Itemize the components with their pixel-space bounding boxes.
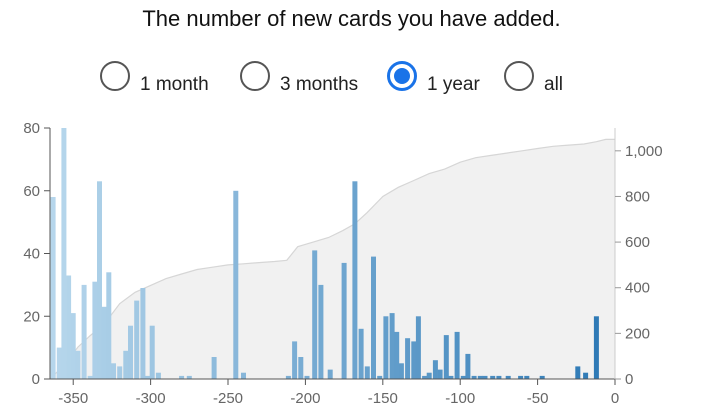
bar <box>140 288 146 379</box>
bar <box>312 250 318 379</box>
bar <box>285 375 291 379</box>
bar <box>186 375 192 379</box>
bar <box>426 372 432 379</box>
y2-tick-label: 600 <box>625 234 650 251</box>
bar <box>111 363 116 379</box>
bar <box>443 335 449 379</box>
x-tick-label: -200 <box>290 390 320 407</box>
bar <box>477 375 483 379</box>
bar <box>50 197 56 379</box>
bar <box>149 325 155 379</box>
bar <box>490 375 496 379</box>
bar <box>583 372 589 379</box>
bar <box>298 357 304 379</box>
bar <box>66 275 72 379</box>
y2-tick-label: 200 <box>625 325 650 342</box>
radio-circle-icon <box>387 61 417 91</box>
bar <box>415 316 421 380</box>
bar <box>233 190 239 380</box>
bar <box>465 353 471 379</box>
bar <box>482 375 488 379</box>
bar <box>505 375 511 379</box>
y2-tick-label: 800 <box>625 188 650 205</box>
bar <box>383 316 389 380</box>
bar <box>364 366 370 379</box>
bar <box>304 375 310 379</box>
bar-layer <box>50 128 599 380</box>
radio-label: 1 year <box>427 74 480 95</box>
bar <box>211 357 217 379</box>
radio-circle-icon <box>240 61 270 91</box>
x-tick-label: -100 <box>445 390 475 407</box>
bar <box>394 331 400 379</box>
bar <box>460 375 466 379</box>
bar <box>496 375 502 379</box>
x-tick-label: 0 <box>611 390 619 407</box>
bar <box>145 375 150 379</box>
bar <box>389 313 395 379</box>
chart-title: The number of new cards you have added. <box>142 6 561 31</box>
radio-label: 1 month <box>140 74 209 95</box>
y-tick-label: 40 <box>23 246 40 263</box>
bar <box>134 300 140 379</box>
bar <box>179 375 185 379</box>
bar <box>155 372 161 379</box>
bar <box>123 350 129 379</box>
y-tick-label: 60 <box>23 183 40 200</box>
radio-label: 3 months <box>280 74 359 95</box>
bar <box>575 366 581 379</box>
y2-tick-label: 1,000 <box>625 143 663 160</box>
bar <box>56 347 62 379</box>
bar <box>75 350 81 379</box>
bar <box>539 375 545 379</box>
bar <box>448 375 454 379</box>
y-tick-label: 20 <box>23 308 40 325</box>
bar <box>593 316 599 380</box>
bar <box>97 181 102 379</box>
bar <box>352 181 358 379</box>
bar <box>92 281 98 379</box>
bar <box>398 363 404 379</box>
radio-label: all <box>544 74 564 95</box>
bar <box>241 372 246 379</box>
x-tick-label: -250 <box>213 390 243 407</box>
bar <box>341 262 347 379</box>
bar <box>70 313 76 379</box>
y2-tick-label: 0 <box>625 371 633 388</box>
y-tick-label: 80 <box>23 120 40 137</box>
y2-tick-label: 400 <box>625 280 650 297</box>
bar <box>371 256 376 379</box>
bar <box>518 375 524 379</box>
bar <box>454 331 460 379</box>
bar <box>101 306 107 379</box>
bar <box>422 375 428 379</box>
bar <box>405 338 411 379</box>
bar <box>377 375 383 379</box>
bar <box>128 325 133 379</box>
bar <box>432 360 438 379</box>
bar <box>106 272 112 379</box>
radio-circle-icon <box>504 61 534 91</box>
bar <box>61 128 67 379</box>
bar <box>318 284 324 379</box>
x-tick-label: -50 <box>527 390 549 407</box>
bar <box>471 375 477 379</box>
x-tick-label: -300 <box>136 390 166 407</box>
bar <box>524 375 530 379</box>
radio-circle-icon <box>100 61 130 91</box>
bar <box>411 341 417 379</box>
axis-layer: -350 -300 -250 -200 -150 -100 -50 0020406080020… <box>23 120 662 407</box>
bar <box>81 284 87 379</box>
x-tick-label: -350 <box>58 390 88 407</box>
bar <box>292 341 298 379</box>
bar <box>437 369 443 379</box>
bar <box>87 375 93 379</box>
x-tick-label: -150 <box>368 390 398 407</box>
y-tick-label: 0 <box>32 371 40 388</box>
cumulative-area <box>50 139 615 379</box>
bar <box>117 366 123 379</box>
bar <box>358 328 364 379</box>
bar <box>327 369 333 379</box>
